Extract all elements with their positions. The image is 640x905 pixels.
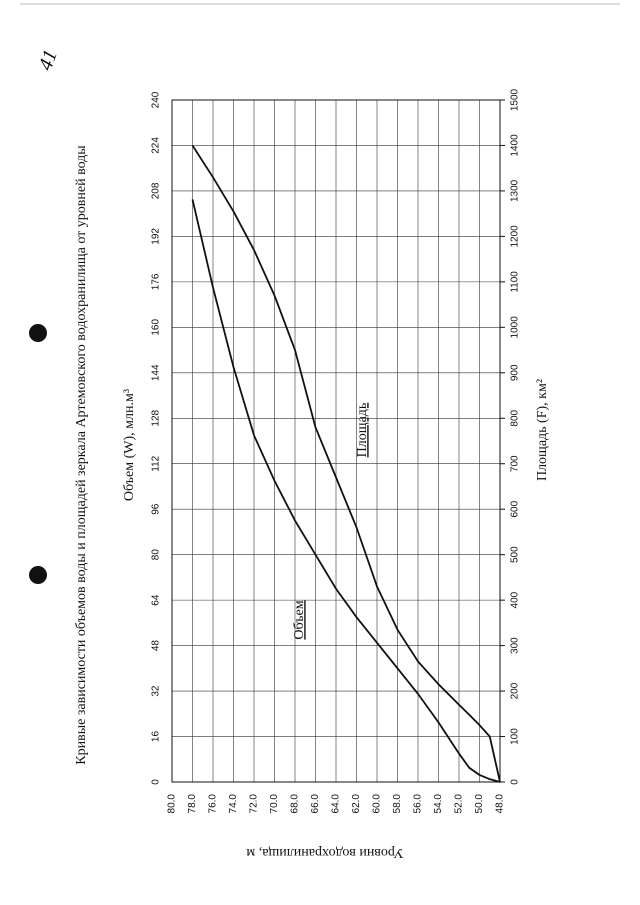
- x-tick-label: 66.0: [310, 794, 321, 814]
- plot-frame: [171, 99, 501, 783]
- series-label: Площадь: [355, 403, 370, 458]
- x-tick-label: 80.0: [167, 794, 178, 814]
- y2-tick-label: 200: [510, 682, 521, 699]
- x-tick-label: 56.0: [413, 794, 424, 814]
- x-tick-label: 70.0: [269, 794, 280, 814]
- y-tick-label: 240: [151, 91, 162, 108]
- y-tick-label: 128: [151, 409, 162, 426]
- chart-title: Кривые зависимости объемов воды и площад…: [74, 145, 89, 765]
- y-axis-label: Объем (W), млн.м³: [122, 389, 137, 501]
- x-tick-label: 74.0: [228, 794, 239, 814]
- x-tick-label: 76.0: [208, 794, 219, 814]
- punch-hole: [29, 566, 47, 584]
- y2-tick-label: 100: [510, 728, 521, 745]
- y2-tick-label: 400: [510, 591, 521, 608]
- y-tick-label: 208: [151, 182, 162, 199]
- y-tick-label: 32: [151, 685, 162, 697]
- y2-tick-label: 600: [510, 500, 521, 517]
- page-number: 41: [34, 47, 62, 73]
- y-tick-label: 80: [151, 549, 162, 561]
- x-tick-label: 50.0: [474, 794, 485, 814]
- y2-tick-label: 0: [510, 779, 521, 785]
- data-line: [191, 199, 501, 783]
- y2-tick-label: 700: [510, 455, 521, 472]
- y2-tick-label: 1300: [510, 179, 521, 202]
- y2-tick-label: 500: [510, 546, 521, 563]
- x-axis-label: Уровни водохранилища, м: [246, 845, 403, 860]
- y2-tick-label: 800: [510, 409, 521, 426]
- y-tick-label: 224: [151, 137, 162, 154]
- y2-tick-label: 1500: [510, 88, 521, 111]
- y-tick-label: 192: [151, 228, 162, 245]
- y-tick-label: 112: [151, 455, 162, 471]
- y2-tick-label: 1400: [510, 134, 521, 157]
- x-tick-label: 62.0: [351, 794, 362, 814]
- y2-tick-label: 1100: [510, 271, 521, 293]
- x-tick-label: 60.0: [372, 794, 383, 814]
- data-line: [191, 144, 501, 783]
- y-tick-label: 48: [151, 640, 162, 652]
- y2-tick-label: 900: [510, 364, 521, 381]
- y2-axis-label: Площадь (F), км²: [535, 379, 550, 481]
- y-tick-label: 0: [151, 779, 162, 785]
- x-tick-label: 58.0: [392, 794, 403, 814]
- y-tick-label: 16: [151, 731, 162, 743]
- x-tick-label: 48.0: [495, 794, 506, 814]
- x-tick-label: 54.0: [433, 794, 444, 814]
- x-tick-label: 68.0: [290, 794, 301, 814]
- punch-hole: [29, 324, 47, 342]
- x-tick-label: 72.0: [249, 794, 260, 814]
- y-tick-label: 96: [151, 503, 162, 515]
- series-label: Объем: [292, 600, 307, 639]
- y-tick-label: 144: [151, 364, 162, 381]
- y2-tick-label: 1000: [510, 316, 521, 339]
- y-tick-label: 64: [151, 594, 162, 606]
- y2-tick-label: 1200: [510, 225, 521, 248]
- x-tick-label: 64.0: [331, 794, 342, 814]
- y-tick-label: 160: [151, 319, 162, 336]
- y2-tick-label: 300: [510, 637, 521, 654]
- y-tick-label: 176: [151, 273, 162, 290]
- x-tick-label: 78.0: [187, 794, 198, 814]
- x-tick-label: 52.0: [454, 794, 465, 814]
